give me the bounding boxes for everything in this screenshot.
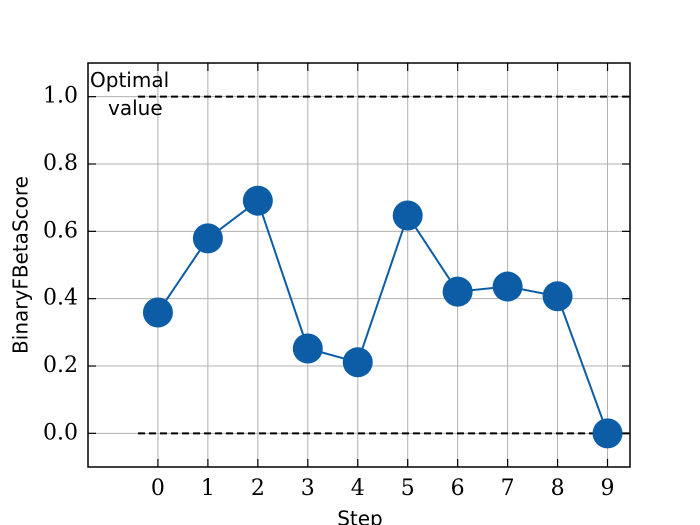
marker	[492, 271, 523, 302]
plot-frame	[87, 62, 631, 468]
x-tick-label: 2	[251, 476, 265, 501]
marker	[242, 185, 273, 216]
x-tick-label: 9	[601, 476, 615, 501]
marker	[542, 281, 573, 312]
y-tick-label: 0.6	[43, 218, 78, 243]
marker	[342, 347, 373, 378]
marker	[592, 418, 623, 449]
x-tick-label: 7	[501, 476, 515, 501]
x-tick-label: 0	[151, 476, 165, 501]
x-tick-label: 3	[301, 476, 315, 501]
marker	[142, 297, 173, 328]
y-tick-label: 0.8	[43, 151, 78, 176]
x-tick-label: 5	[401, 476, 415, 501]
x-tick-label: 6	[451, 476, 465, 501]
y-tick-label: 0.4	[43, 286, 78, 311]
annotation-line: Optimal	[90, 68, 169, 92]
y-tick-label: 0.2	[43, 353, 78, 378]
x-axis-label: Step	[337, 507, 383, 525]
annotation-line: value	[108, 96, 163, 120]
marker	[192, 223, 223, 254]
y-tick-label: 0.0	[43, 420, 78, 445]
x-tick-label: 8	[551, 476, 565, 501]
x-tick-label: 1	[201, 476, 215, 501]
series-line	[157, 199, 609, 434]
annotation: Optimal value	[90, 68, 169, 120]
marker	[392, 200, 423, 231]
y-tick-label: 1.0	[43, 84, 78, 109]
marker	[442, 276, 473, 307]
y-axis-label: BinaryFBetaScore	[9, 176, 33, 354]
marker	[292, 333, 323, 364]
x-tick-label: 4	[351, 476, 365, 501]
